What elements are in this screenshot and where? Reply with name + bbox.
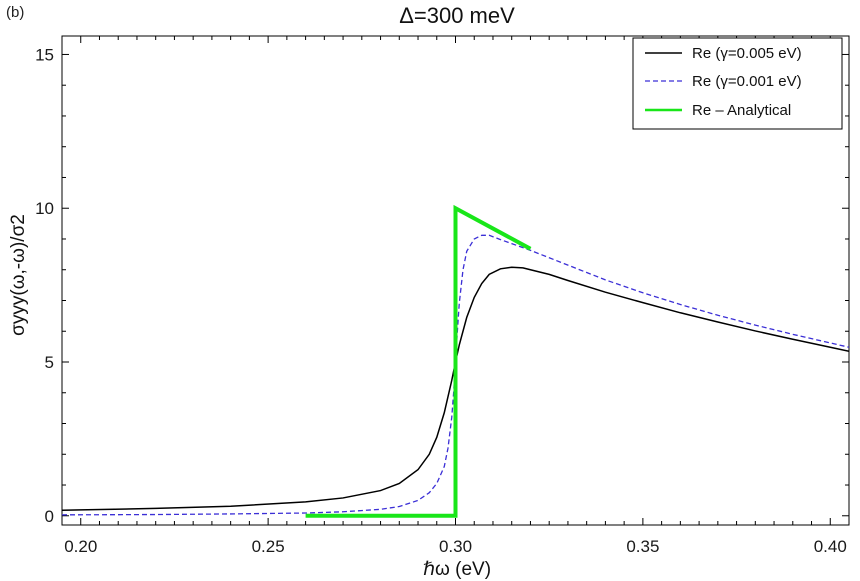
legend-label-gamma-0-001: Re (γ=0.001 eV) — [692, 73, 802, 90]
x-tick-label: 0.25 — [252, 537, 285, 556]
legend: Re (γ=0.005 eV) Re (γ=0.001 eV) Re – Ana… — [632, 37, 843, 130]
y-axis-label: σyyy(ω,-ω)/σ2 — [8, 214, 29, 336]
axis-ticks — [61, 36, 850, 525]
y-tick-label: 10 — [35, 199, 54, 218]
series-line-2 — [62, 234, 849, 516]
y-tick-label: 0 — [45, 507, 54, 526]
x-tick-label: 0.30 — [439, 537, 472, 556]
x-tick-label: 0.40 — [814, 537, 847, 556]
y-tick-labels: 0 5 10 15 — [35, 45, 54, 525]
y-tick-label: 15 — [35, 45, 54, 64]
legend-label-analytical: Re – Analytical — [692, 102, 791, 119]
series-line-1 — [62, 266, 849, 511]
series-line-3 — [305, 204, 532, 518]
y-tick-label: 5 — [45, 353, 54, 372]
series-lines — [62, 204, 849, 518]
legend-label-gamma-0-005: Re (γ=0.005 eV) — [692, 45, 802, 62]
x-tick-label: 0.35 — [626, 537, 659, 556]
x-axis-label: ℏω (eV) — [423, 559, 491, 580]
panel-label: (b) — [6, 4, 24, 21]
chart-title: Δ=300 meV — [399, 3, 515, 28]
x-tick-label: 0.20 — [64, 537, 97, 556]
x-tick-labels: 0.20 0.25 0.30 0.35 0.40 — [64, 537, 847, 556]
